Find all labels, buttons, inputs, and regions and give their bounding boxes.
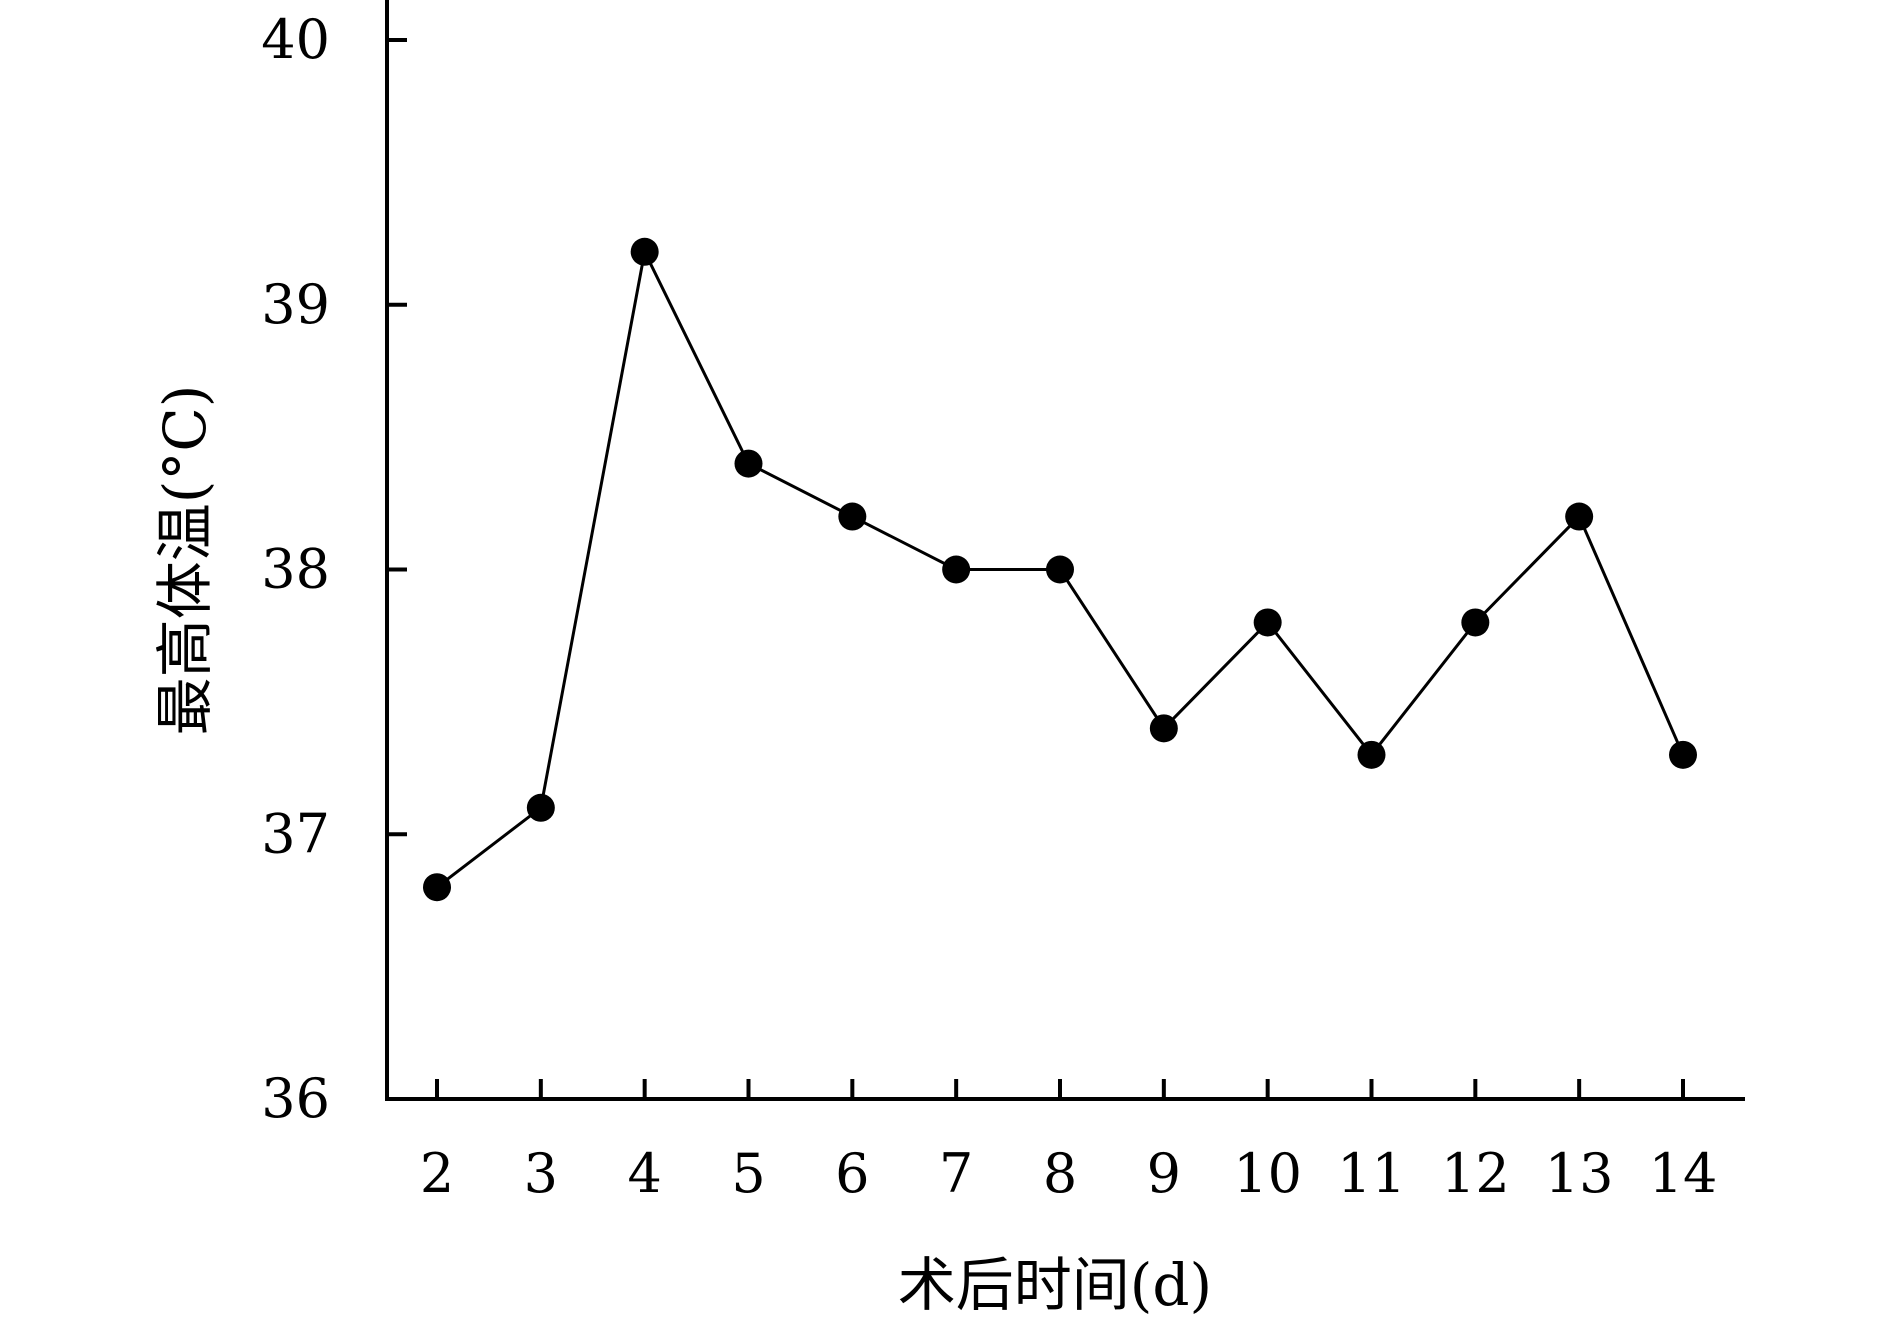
data-point [734, 449, 763, 478]
x-tick-label: 12 [1441, 1142, 1510, 1205]
y-tick-label: 40 [261, 8, 330, 71]
x-tick-label: 10 [1233, 1142, 1302, 1205]
y-tick-label: 36 [261, 1067, 330, 1130]
data-point [630, 237, 659, 266]
x-tick-label: 11 [1337, 1142, 1406, 1205]
data-point [1253, 608, 1282, 637]
x-tick-label: 7 [939, 1142, 973, 1205]
y-tick-label: 38 [261, 538, 330, 601]
data-point [1461, 608, 1490, 637]
x-tick-label: 4 [627, 1142, 661, 1205]
data-point [942, 555, 971, 584]
axes [385, 0, 1745, 1101]
series [423, 237, 1697, 902]
x-axis-label: 术后时间(d) [898, 1251, 1212, 1319]
y-tick-label: 39 [261, 273, 330, 336]
x-tick-label: 13 [1545, 1142, 1614, 1205]
x-tick-label: 3 [524, 1142, 558, 1205]
x-tick-label: 6 [835, 1142, 869, 1205]
x-tick-label: 9 [1147, 1142, 1181, 1205]
x-tick-label: 5 [731, 1142, 765, 1205]
x-ticks: 2 3 4 5 6 7 8 9 10 11 12 13 14 [420, 1079, 1718, 1205]
x-tick-label: 2 [420, 1142, 454, 1205]
data-point [1669, 740, 1697, 769]
data-point [526, 793, 555, 822]
y-tick-label: 37 [261, 802, 330, 865]
data-point [423, 873, 451, 902]
data-point [838, 502, 867, 531]
data-point [1565, 502, 1594, 531]
y-axis-label: 最高体温(°C) [151, 385, 219, 736]
x-tick-label: 8 [1043, 1142, 1077, 1205]
data-point [1046, 555, 1074, 584]
data-point [1149, 714, 1178, 743]
data-point [1357, 740, 1386, 769]
y-ticks: 36 37 38 39 40 [261, 8, 407, 1130]
x-tick-label: 14 [1649, 1142, 1718, 1205]
